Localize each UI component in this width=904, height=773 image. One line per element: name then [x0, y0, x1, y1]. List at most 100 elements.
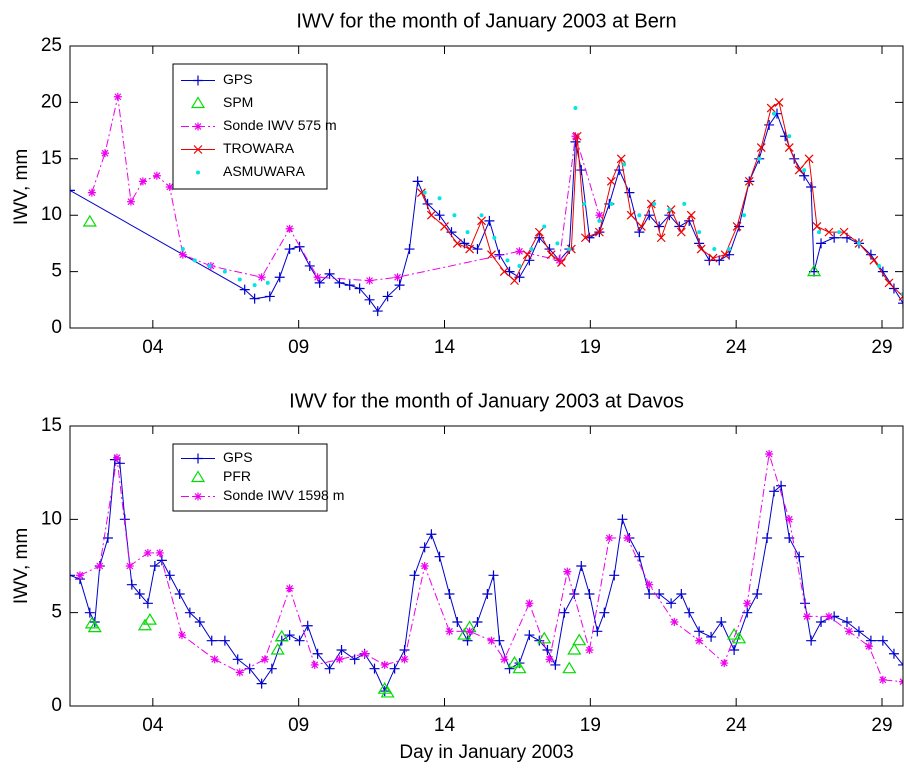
- data-point: [512, 661, 527, 674]
- data-point: [422, 190, 427, 195]
- data-point: [582, 201, 587, 206]
- data-point: [499, 267, 509, 277]
- x-tick-label: 24: [726, 337, 748, 358]
- data-point: [505, 258, 510, 263]
- data-point: [626, 210, 636, 220]
- data-point: [877, 635, 888, 646]
- data-point: [302, 620, 313, 631]
- data-point: [567, 247, 572, 252]
- data-point: [409, 570, 420, 581]
- data-point: [667, 207, 672, 212]
- x-tick-label: 29: [871, 715, 892, 736]
- data-point: [222, 269, 227, 274]
- data-point: [845, 627, 854, 636]
- data-point: [572, 633, 587, 646]
- legend-marker: [193, 145, 203, 154]
- data-point: [419, 542, 430, 553]
- data-point: [744, 176, 754, 186]
- series-line: [70, 458, 903, 693]
- data-point: [101, 149, 109, 158]
- data-point: [646, 199, 656, 209]
- data-point: [500, 655, 509, 664]
- data-point: [142, 612, 157, 625]
- data-point: [853, 626, 864, 637]
- data-point: [336, 645, 347, 655]
- data-point: [734, 221, 745, 232]
- data-point: [178, 250, 187, 259]
- data-point: [799, 170, 810, 181]
- data-point: [138, 177, 147, 186]
- data-point: [274, 629, 289, 642]
- data-point: [420, 562, 429, 570]
- series-group: [70, 450, 903, 698]
- data-point: [757, 156, 762, 161]
- data-point: [399, 645, 410, 655]
- data-point: [609, 570, 620, 581]
- y-tick-label: 5: [51, 261, 62, 282]
- y-tick-label: 10: [41, 204, 62, 225]
- data-point: [440, 222, 449, 231]
- data-point: [884, 278, 894, 288]
- data-point: [444, 589, 455, 599]
- data-point: [573, 106, 578, 111]
- series-line: [91, 96, 600, 282]
- data-point: [237, 277, 242, 282]
- data-point: [313, 273, 322, 282]
- legend-marker: [194, 492, 202, 501]
- data-point: [624, 187, 635, 198]
- data-point: [194, 617, 205, 627]
- data-point: [479, 213, 484, 218]
- x-tick-label: 09: [288, 715, 309, 736]
- data-point: [232, 654, 243, 665]
- data-point: [727, 247, 732, 252]
- data-point: [557, 258, 566, 268]
- data-point: [542, 224, 547, 229]
- data-point: [562, 661, 577, 674]
- x-tick-label: 19: [580, 715, 601, 736]
- data-point: [482, 589, 493, 599]
- data-point: [670, 618, 679, 626]
- data-point: [219, 635, 230, 646]
- data-point: [609, 201, 614, 206]
- data-point: [70, 570, 75, 581]
- data-point: [134, 589, 145, 599]
- data-point: [164, 570, 175, 581]
- data-point: [507, 655, 522, 668]
- data-point: [766, 103, 776, 113]
- data-point: [174, 589, 185, 599]
- data-point: [696, 244, 706, 254]
- y-tick-label: 15: [41, 415, 62, 436]
- data-point: [803, 612, 812, 621]
- data-point: [888, 283, 899, 294]
- legend-marker: [190, 470, 206, 483]
- x-tick-label: 24: [726, 715, 748, 736]
- data-point: [764, 119, 775, 130]
- data-point: [84, 607, 95, 618]
- data-point: [732, 631, 747, 644]
- data-point: [465, 627, 474, 636]
- data-point: [404, 244, 415, 255]
- data-point: [285, 584, 294, 593]
- data-point: [426, 529, 437, 540]
- data-point: [720, 250, 730, 260]
- data-point: [595, 211, 604, 220]
- data-point: [142, 598, 153, 609]
- data-point: [816, 238, 827, 249]
- data-point: [888, 648, 899, 659]
- data-point: [152, 171, 161, 180]
- data-point: [776, 480, 787, 491]
- data-point: [87, 620, 102, 633]
- y-axis-label: IWV, mm: [11, 149, 32, 225]
- data-point: [125, 562, 134, 570]
- data-point: [824, 227, 834, 237]
- data-point: [686, 210, 696, 220]
- x-tick-label: 09: [288, 337, 309, 358]
- data-point: [729, 645, 740, 655]
- data-point: [742, 213, 747, 218]
- data-point: [898, 659, 903, 670]
- data-point: [372, 306, 383, 317]
- x-tick-label: 04: [142, 715, 164, 736]
- data-point: [75, 571, 84, 580]
- data-point: [465, 244, 475, 254]
